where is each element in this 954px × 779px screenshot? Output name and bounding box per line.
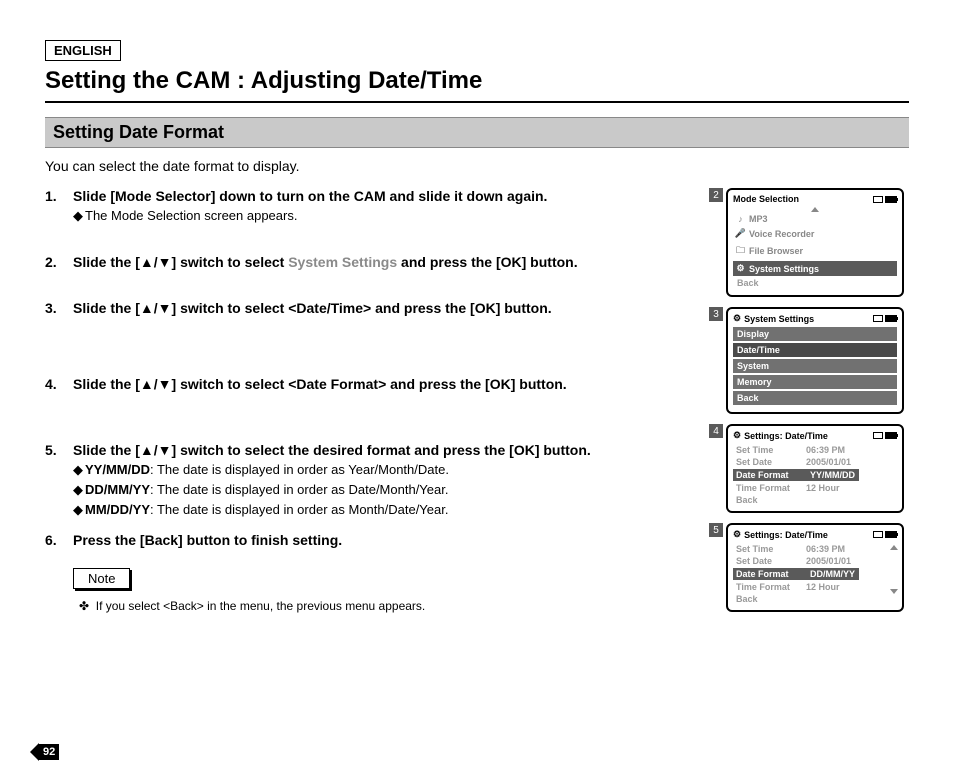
step-2: 2. Slide the [▲/▼] switch to select Syst… — [45, 254, 699, 270]
menu-item[interactable]: Back — [733, 391, 897, 405]
step-text: Slide the [▲/▼] switch to select <Date/T… — [73, 300, 552, 316]
screen-block-4: 4 ⚙ Settings: Date/Time Set Time06:39 PM… — [709, 424, 909, 513]
screen-title: ⚙ Settings: Date/Time — [733, 529, 828, 540]
card-icon — [873, 432, 883, 439]
menu-item-selected[interactable]: Date/Time — [733, 343, 897, 357]
note-text: ✤ If you select <Back> in the menu, the … — [79, 599, 699, 613]
step-text: Slide the [▲/▼] switch to select the des… — [73, 442, 591, 458]
setting-row[interactable]: Set Time06:39 PM — [733, 543, 897, 555]
back-item[interactable]: Back — [733, 593, 897, 605]
battery-icon — [885, 315, 897, 322]
screen-date-time-5: ⚙ Settings: Date/Time Set Time06:39 PM S… — [726, 523, 904, 612]
menu-item[interactable]: Display — [733, 327, 897, 341]
section-heading: Setting Date Format — [45, 117, 909, 148]
step-sub: ◆DD/MM/YY: The date is displayed in orde… — [73, 482, 699, 498]
setting-row-selected[interactable]: Date FormatDD/MM/YY — [733, 567, 897, 581]
scroll-down-icon — [890, 589, 898, 594]
menu-item[interactable]: System — [733, 359, 897, 373]
menu-item[interactable]: 🗀File Browser — [733, 241, 897, 261]
content-row: 1. Slide [Mode Selector] down to turn on… — [45, 188, 909, 622]
setting-row[interactable]: Set Time06:39 PM — [733, 444, 897, 456]
setting-row[interactable]: Time Format12 Hour — [733, 581, 897, 593]
back-item[interactable]: Back — [733, 494, 897, 506]
menu-item[interactable]: ♪MP3 — [733, 212, 897, 226]
screen-number-badge: 4 — [709, 424, 723, 438]
step-1: 1. Slide [Mode Selector] down to turn on… — [45, 188, 699, 224]
setting-row[interactable]: Time Format12 Hour — [733, 482, 897, 494]
menu-item[interactable]: 🎤Voice Recorder — [733, 226, 897, 241]
screen-number-badge: 3 — [709, 307, 723, 321]
step-text: Slide the [▲/▼] switch to select System … — [73, 254, 578, 270]
step-number: 6. — [45, 532, 73, 548]
back-item[interactable]: Back — [733, 276, 897, 290]
step-text: Slide [Mode Selector] down to turn on th… — [73, 188, 547, 204]
scroll-up-icon — [890, 545, 898, 550]
page-title: Setting the CAM : Adjusting Date/Time — [45, 67, 909, 103]
step-number: 1. — [45, 188, 73, 204]
battery-icon — [885, 531, 897, 538]
intro-text: You can select the date format to displa… — [45, 158, 909, 174]
step-number: 3. — [45, 300, 73, 316]
screen-mode-selection: Mode Selection ♪MP3 🎤Voice Recorder 🗀Fil… — [726, 188, 904, 297]
setting-row-selected[interactable]: Date FormatYY/MM/DD — [733, 468, 897, 482]
screen-title: ⚙ Settings: Date/Time — [733, 430, 828, 441]
page: ENGLISH Setting the CAM : Adjusting Date… — [0, 0, 954, 779]
step-4: 4. Slide the [▲/▼] switch to select <Dat… — [45, 376, 699, 392]
menu-item[interactable]: Memory — [733, 375, 897, 389]
screen-number-badge: 5 — [709, 523, 723, 537]
card-icon — [873, 315, 883, 322]
screen-title: Mode Selection — [733, 194, 799, 204]
card-icon — [873, 196, 883, 203]
screen-number-badge: 2 — [709, 188, 723, 202]
step-number: 2. — [45, 254, 73, 270]
step-6: 6. Press the [Back] button to finish set… — [45, 532, 699, 548]
menu-item-selected[interactable]: ⚙System Settings — [733, 261, 897, 276]
screen-title: ⚙ System Settings — [733, 313, 814, 324]
step-number: 4. — [45, 376, 73, 392]
step-sub: ◆The Mode Selection screen appears. — [73, 208, 699, 224]
setting-row[interactable]: Set Date2005/01/01 — [733, 456, 897, 468]
screen-block-2: 2 Mode Selection ♪MP3 🎤Voice Recorder 🗀F… — [709, 188, 909, 297]
step-sub: ◆YY/MM/DD: The date is displayed in orde… — [73, 462, 699, 478]
language-label: ENGLISH — [45, 40, 121, 61]
steps-column: 1. Slide [Mode Selector] down to turn on… — [45, 188, 709, 622]
screen-block-5: 5 ⚙ Settings: Date/Time Set Time06:39 PM… — [709, 523, 909, 612]
card-icon — [873, 531, 883, 538]
setting-row[interactable]: Set Date2005/01/01 — [733, 555, 897, 567]
screens-column: 2 Mode Selection ♪MP3 🎤Voice Recorder 🗀F… — [709, 188, 909, 622]
step-3: 3. Slide the [▲/▼] switch to select <Dat… — [45, 300, 699, 316]
battery-icon — [885, 196, 897, 203]
note-label: Note — [73, 568, 130, 589]
screen-system-settings: ⚙ System Settings Display Date/Time Syst… — [726, 307, 904, 414]
battery-icon — [885, 432, 897, 439]
screen-block-3: 3 ⚙ System Settings Display Date/Time Sy… — [709, 307, 909, 414]
note-box: Note ✤ If you select <Back> in the menu,… — [73, 568, 699, 613]
screen-date-time-4: ⚙ Settings: Date/Time Set Time06:39 PM S… — [726, 424, 904, 513]
step-text: Slide the [▲/▼] switch to select <Date F… — [73, 376, 567, 392]
step-sub: ◆MM/DD/YY: The date is displayed in orde… — [73, 502, 699, 518]
page-number-badge: 92 — [30, 743, 59, 761]
step-number: 5. — [45, 442, 73, 458]
step-5: 5. Slide the [▲/▼] switch to select the … — [45, 442, 699, 518]
step-text: Press the [Back] button to finish settin… — [73, 532, 342, 548]
